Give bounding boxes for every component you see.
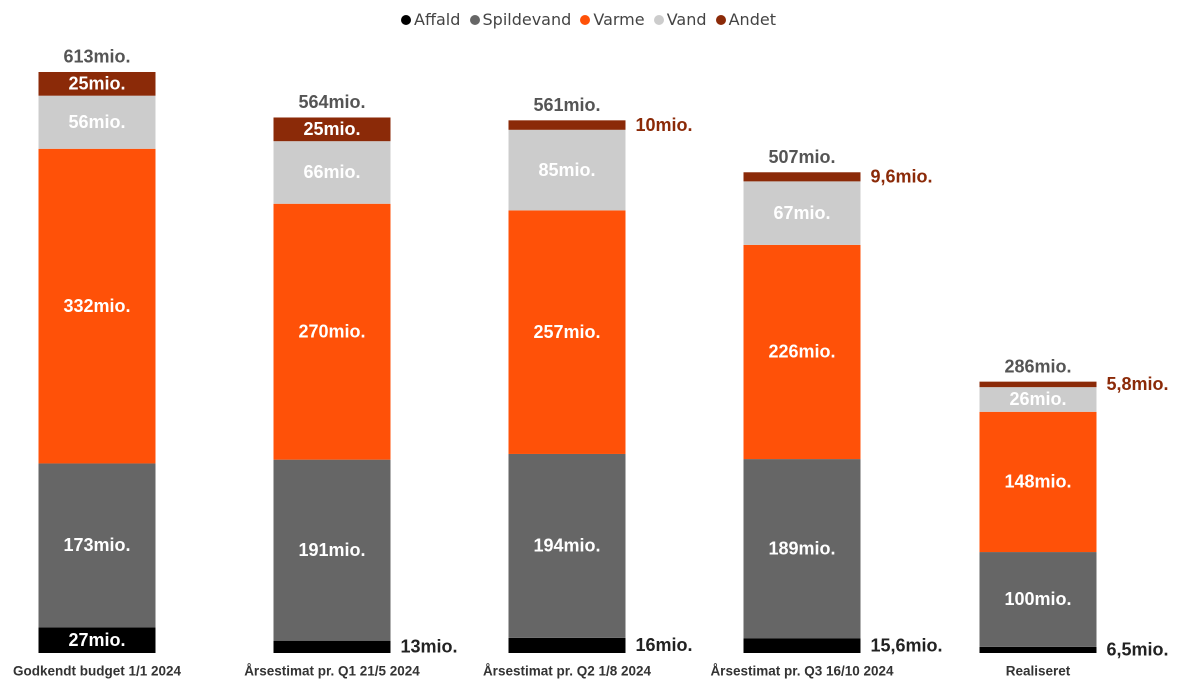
total-label: 286mio. bbox=[1004, 356, 1071, 376]
data-label: 226mio. bbox=[768, 342, 835, 362]
bar-segment-affald[interactable] bbox=[273, 640, 391, 653]
legend-label: Varme bbox=[593, 10, 645, 29]
legend: Affald Spildevand Varme Vand Andet bbox=[0, 10, 1177, 29]
bar-segment-vand[interactable] bbox=[743, 181, 861, 245]
data-label: 173mio. bbox=[63, 535, 130, 555]
bar-segment-affald[interactable] bbox=[743, 638, 861, 653]
legend-item-vand[interactable]: Vand bbox=[653, 10, 707, 29]
bar-segment-spildevand[interactable] bbox=[38, 463, 156, 628]
legend-marker bbox=[653, 15, 664, 25]
category-label: Årsestimat pr. Q1 21/5 2024 bbox=[244, 664, 420, 679]
data-label: 257mio. bbox=[533, 322, 600, 342]
legend-item-spildevand[interactable]: Spildevand bbox=[469, 10, 572, 29]
legend-label: Affald bbox=[414, 10, 461, 29]
bar-segment-vand[interactable] bbox=[508, 129, 626, 211]
category-label: Årsestimat pr. Q3 16/10 2024 bbox=[710, 664, 894, 679]
data-label: 27mio. bbox=[68, 630, 125, 650]
data-label: 67mio. bbox=[773, 203, 830, 223]
data-label: 25mio. bbox=[68, 74, 125, 94]
data-label: 66mio. bbox=[303, 162, 360, 182]
bar-segment-spildevand[interactable] bbox=[979, 552, 1097, 647]
bar-segment-vand[interactable] bbox=[38, 95, 156, 149]
category-label: Årsestimat pr. Q2 1/8 2024 bbox=[483, 664, 652, 679]
category-label: Godkendt budget 1/1 2024 bbox=[13, 664, 182, 679]
bar-segment-affald[interactable] bbox=[508, 637, 626, 653]
bar-segment-vand[interactable] bbox=[979, 387, 1097, 412]
bar-segment-varme[interactable] bbox=[273, 203, 391, 460]
bar-segment-affald[interactable] bbox=[979, 646, 1097, 653]
data-label: 26mio. bbox=[1009, 389, 1066, 409]
bar-segment-andet[interactable] bbox=[979, 381, 1097, 388]
bar-segment-andet[interactable] bbox=[273, 117, 391, 142]
legend-marker bbox=[715, 15, 726, 25]
bar-segment-andet[interactable] bbox=[743, 172, 861, 182]
total-label: 564mio. bbox=[298, 92, 365, 112]
bar-segment-varme[interactable] bbox=[743, 244, 861, 460]
legend-label: Spildevand bbox=[482, 10, 572, 29]
legend-item-varme[interactable]: Varme bbox=[580, 10, 645, 29]
total-label: 561mio. bbox=[533, 95, 600, 115]
bar-segment-spildevand[interactable] bbox=[273, 459, 391, 641]
data-label: 6,5mio. bbox=[1107, 640, 1169, 660]
legend-label: Vand bbox=[666, 10, 707, 29]
data-label: 191mio. bbox=[298, 540, 365, 560]
bar-segment-varme[interactable] bbox=[508, 210, 626, 454]
bar-segment-varme[interactable] bbox=[979, 411, 1097, 553]
bar-segment-andet[interactable] bbox=[508, 120, 626, 130]
bar-segment-spildevand[interactable] bbox=[508, 453, 626, 638]
legend-marker bbox=[401, 15, 412, 25]
total-label: 507mio. bbox=[768, 147, 835, 167]
data-label: 148mio. bbox=[1004, 472, 1071, 492]
data-label: 9,6mio. bbox=[871, 167, 933, 187]
data-label: 13mio. bbox=[401, 637, 458, 657]
data-label: 270mio. bbox=[298, 321, 365, 341]
legend-item-andet[interactable]: Andet bbox=[715, 10, 776, 29]
data-label: 332mio. bbox=[63, 296, 130, 316]
data-label: 189mio. bbox=[768, 538, 835, 558]
bar-segment-andet[interactable] bbox=[38, 71, 156, 96]
data-label: 10mio. bbox=[636, 115, 693, 135]
data-label: 56mio. bbox=[68, 112, 125, 132]
bar-segment-affald[interactable] bbox=[38, 627, 156, 653]
data-label: 100mio. bbox=[1004, 589, 1071, 609]
legend-marker bbox=[469, 15, 480, 25]
bar-segment-spildevand[interactable] bbox=[743, 459, 861, 639]
total-label: 613mio. bbox=[63, 47, 130, 67]
bar-segment-vand[interactable] bbox=[273, 141, 391, 204]
data-label: 5,8mio. bbox=[1107, 374, 1169, 394]
data-label: 25mio. bbox=[303, 119, 360, 139]
legend-item-affald[interactable]: Affald bbox=[401, 10, 460, 29]
data-label: 15,6mio. bbox=[871, 635, 943, 655]
data-label: 194mio. bbox=[533, 536, 600, 556]
category-label: Realiseret bbox=[1006, 664, 1071, 679]
legend-marker bbox=[580, 15, 591, 25]
legend-label: Andet bbox=[728, 10, 776, 29]
data-label: 16mio. bbox=[636, 635, 693, 655]
data-label: 85mio. bbox=[538, 160, 595, 180]
bar-segment-varme[interactable] bbox=[38, 148, 156, 464]
